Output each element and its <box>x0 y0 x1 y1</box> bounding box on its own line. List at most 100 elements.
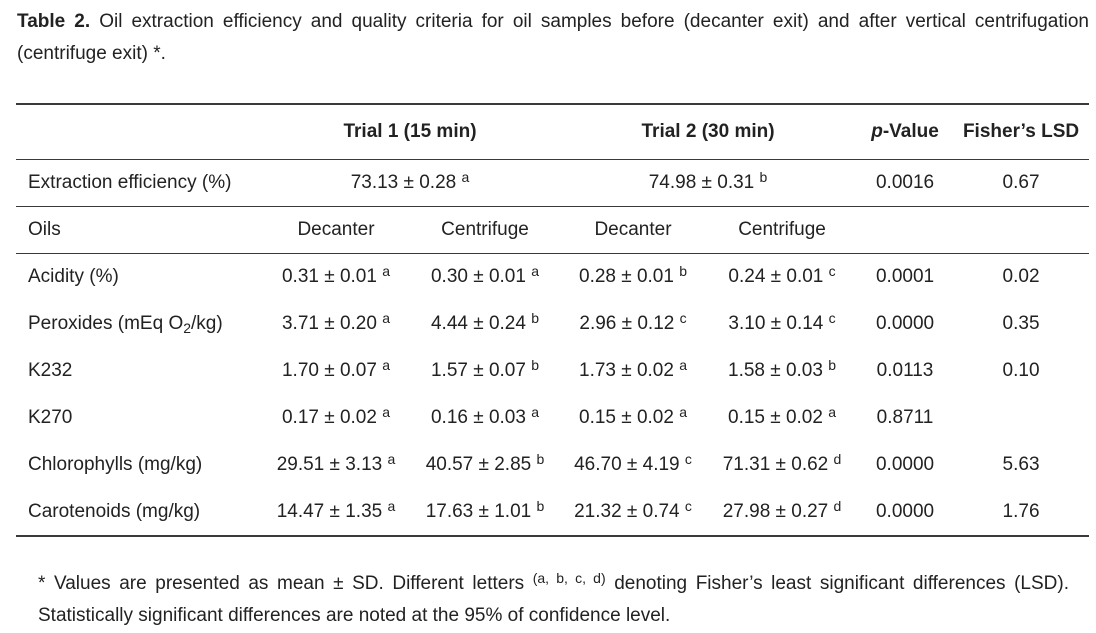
cell-value: 0.16 ± 0.03 <box>430 407 526 428</box>
row-cell: 0.30 ± 0.01 a <box>411 254 559 301</box>
table-row: K232 1.70 ± 0.07 a 1.57 ± 0.07 b 1.73 ± … <box>16 348 1089 395</box>
row-pvalue: 0.0000 <box>875 500 935 522</box>
cell-letter: c <box>828 263 836 280</box>
row-label: Chlorophylls (mg/kg) <box>28 454 203 475</box>
cell-letter: a <box>387 497 396 514</box>
row-cell: 21.32 ± 0.74 c <box>559 489 707 536</box>
row-cell: 0.15 ± 0.02 a <box>707 395 857 442</box>
cell-letter: b <box>828 357 837 373</box>
row-label-unit: /kg) <box>191 313 223 334</box>
efficiency-trial-1: 73.13 ± 0.28 a <box>261 160 559 207</box>
cell-value: 40.57 ± 2.85 <box>425 454 532 475</box>
cell-letter: c <box>684 451 692 467</box>
table-caption: Table 2. Oil extraction efficiency and q… <box>17 6 1089 70</box>
cell-value: 17.63 ± 1.01 <box>425 500 532 522</box>
footnote-text: * Values are presented as mean ± SD. Dif… <box>38 573 533 594</box>
cell-value: 0.28 ± 0.01 <box>579 266 674 288</box>
cell-letter: b <box>679 263 688 280</box>
footnote-letters: (a, b, c, d) <box>532 570 606 586</box>
cell-value: 3.71 ± 0.20 <box>281 313 377 334</box>
row-cell: 4.44 ± 0.24 b <box>411 301 559 348</box>
row-pvalue: 0.0001 <box>875 266 935 288</box>
row-pvalue: 0.8711 <box>876 407 934 428</box>
cell-value: 21.32 ± 0.74 <box>574 500 680 522</box>
row-lsd: 0.10 <box>1002 360 1040 381</box>
row-label: K270 <box>28 407 73 428</box>
row-cell: 0.31 ± 0.01 a <box>261 254 411 301</box>
row-cell: 1.70 ± 0.07 a <box>261 348 411 395</box>
cell-letter: a <box>828 404 837 420</box>
cell-letter: c <box>679 310 687 326</box>
row-cell: 0.24 ± 0.01 c <box>707 254 857 301</box>
row-cell: 46.70 ± 4.19 c <box>559 442 707 489</box>
table-row: K270 0.17 ± 0.02 a 0.16 ± 0.03 a 0.15 ± … <box>16 395 1089 442</box>
header-fisher-lsd: Fisher’s LSD <box>962 121 1080 142</box>
row-label: Carotenoids (mg/kg) <box>28 500 201 522</box>
header-trial-2: Trial 2 (30 min) <box>641 121 775 142</box>
results-table: Trial 1 (15 min) Trial 2 (30 min) p-Valu… <box>16 103 1090 537</box>
efficiency-trial-2-letter: b <box>759 169 768 185</box>
row-pvalue: 0.0000 <box>875 454 935 475</box>
cell-value: 1.70 ± 0.07 <box>281 360 377 381</box>
row-lsd <box>953 395 1089 442</box>
table-caption-text: Oil extraction efficiency and quality cr… <box>17 11 1090 64</box>
cell-value: 0.31 ± 0.01 <box>281 266 377 288</box>
cell-value: 1.58 ± 0.03 <box>728 360 823 381</box>
row-label: K232 <box>28 360 73 381</box>
cell-letter: a <box>531 263 540 280</box>
row-cell: 71.31 ± 0.62 d <box>707 442 857 489</box>
efficiency-pvalue: 0.0016 <box>875 172 935 193</box>
row-cell: 0.15 ± 0.02 a <box>559 395 707 442</box>
header-trial-1: Trial 1 (15 min) <box>343 121 477 142</box>
table-label: Table 2. <box>17 11 91 32</box>
subheader-decanter-1: Decanter <box>297 219 375 240</box>
row-cell: 1.57 ± 0.07 b <box>411 348 559 395</box>
cell-value: 2.96 ± 0.12 <box>579 313 675 334</box>
row-cell: 0.17 ± 0.02 a <box>261 395 411 442</box>
table-row: Acidity (%) 0.31 ± 0.01 a 0.30 ± 0.01 a … <box>16 253 1090 301</box>
efficiency-label: Extraction efficiency (%) <box>28 172 232 193</box>
cell-value: 29.51 ± 3.13 <box>276 454 383 475</box>
cell-value: 46.70 ± 4.19 <box>574 454 680 475</box>
subheader-centrifuge-1: Centrifuge <box>441 219 529 240</box>
cell-value: 0.30 ± 0.01 <box>430 266 526 288</box>
cell-letter: b <box>536 497 545 514</box>
cell-letter: a <box>679 404 688 420</box>
row-cell: 0.16 ± 0.03 a <box>411 395 559 442</box>
row-cell: 1.73 ± 0.02 a <box>559 348 707 395</box>
row-label: Acidity (%) <box>28 266 119 288</box>
header-empty-cell <box>16 104 261 160</box>
header-pvalue-italic: p <box>871 121 883 142</box>
row-lsd: 1.76 <box>1002 500 1040 522</box>
cell-letter: a <box>382 263 391 280</box>
row-lsd: 5.63 <box>1002 454 1040 475</box>
cell-letter: a <box>382 357 391 373</box>
cell-value: 0.24 ± 0.01 <box>728 266 824 288</box>
table-footnote: * Values are presented as mean ± SD. Dif… <box>38 568 1069 632</box>
header-pvalue: p-Value <box>857 104 953 160</box>
cell-letter: c <box>684 497 692 514</box>
header-row: Trial 1 (15 min) Trial 2 (30 min) p-Valu… <box>16 104 1090 160</box>
subheader-oils: Oils <box>28 219 61 240</box>
cell-letter: a <box>679 357 688 373</box>
cell-letter: d <box>833 451 842 467</box>
efficiency-trial-2: 74.98 ± 0.31 b <box>559 160 857 207</box>
cell-value: 0.15 ± 0.02 <box>728 407 823 428</box>
cell-letter: b <box>536 451 545 467</box>
cell-letter: b <box>531 310 540 326</box>
cell-letter: b <box>531 357 540 373</box>
cell-value: 27.98 ± 0.27 <box>722 500 829 522</box>
row-pvalue: 0.0000 <box>875 313 935 334</box>
cell-value: 14.47 ± 1.35 <box>276 500 383 522</box>
row-cell: 29.51 ± 3.13 a <box>261 442 411 489</box>
row-cell: 14.47 ± 1.35 a <box>261 489 411 536</box>
row-label: Peroxides (mEq O2/kg) <box>16 301 261 348</box>
cell-value: 1.57 ± 0.07 <box>430 360 526 381</box>
row-lsd: 0.02 <box>1002 266 1040 288</box>
subheader-decanter-2: Decanter <box>594 219 672 240</box>
cell-value: 1.73 ± 0.02 <box>579 360 674 381</box>
row-cell: 3.10 ± 0.14 c <box>707 301 857 348</box>
cell-letter: a <box>531 404 540 420</box>
row-cell: 27.98 ± 0.27 d <box>707 489 857 536</box>
results-table-grid: Trial 1 (15 min) Trial 2 (30 min) p-Valu… <box>16 103 1090 537</box>
